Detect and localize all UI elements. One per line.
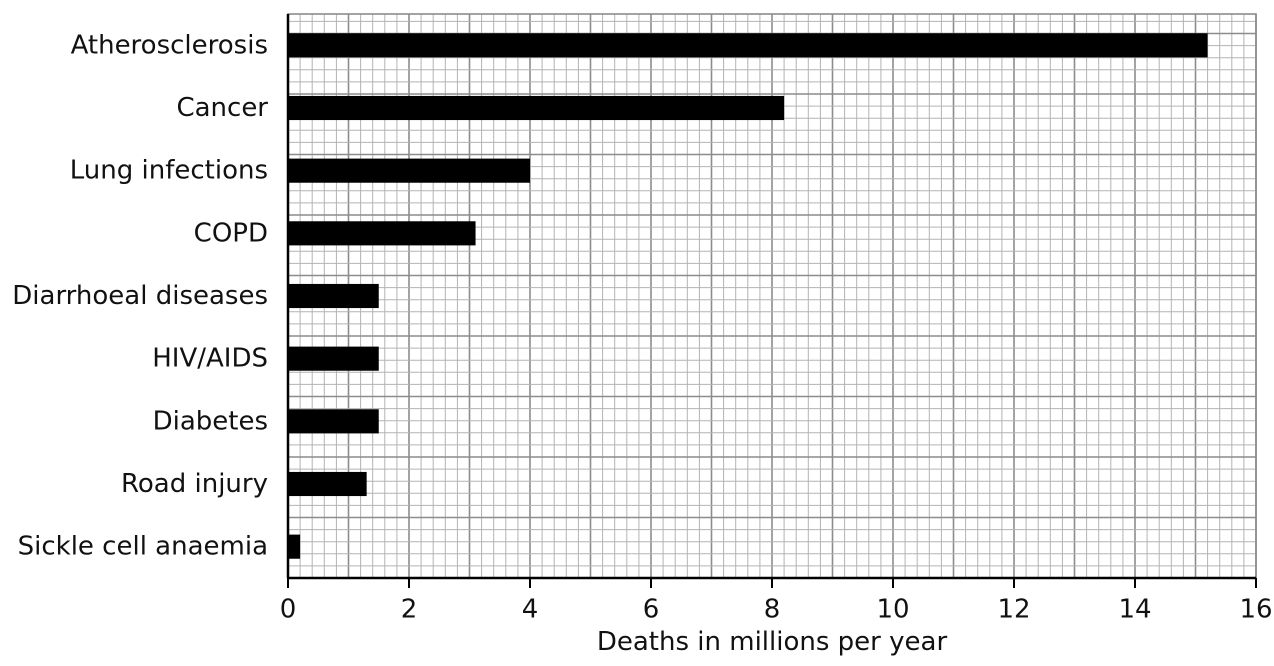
axes — [286, 14, 1257, 588]
category-label: COPD — [194, 218, 268, 248]
category-label: Diabetes — [153, 406, 268, 436]
bar-diarrhoeal-diseases — [288, 283, 379, 309]
category-label: HIV/AIDS — [152, 344, 268, 374]
bar-lung-infections — [288, 158, 530, 183]
x-tick-label: 12 — [997, 595, 1030, 625]
bar-diabetes — [288, 409, 379, 434]
bars — [288, 33, 1208, 559]
x-tick-label: 4 — [522, 595, 539, 625]
bar-hiv-aids — [288, 346, 379, 371]
x-tick-label: 10 — [876, 595, 909, 625]
x-tick-label: 2 — [401, 595, 418, 625]
x-tick-label: 8 — [764, 595, 781, 625]
x-axis-title: Deaths in millions per year — [597, 627, 948, 657]
category-label: Cancer — [176, 93, 268, 123]
category-labels: Atherosclerosis Cancer Lung infections COPD… — [12, 30, 268, 561]
bar-road-injury — [288, 471, 367, 497]
bar-sickle-cell-anaemia — [288, 534, 301, 559]
category-label: Diarrhoeal diseases — [12, 281, 268, 311]
category-label: Road injury — [121, 469, 268, 499]
category-label: Sickle cell anaemia — [18, 532, 268, 562]
category-label: Atherosclerosis — [71, 30, 268, 60]
x-tick-label: 16 — [1239, 595, 1272, 625]
tick-labels: 0 2 4 6 8 10 12 14 16 — [280, 595, 1273, 625]
x-tick-label: 0 — [280, 595, 297, 625]
x-tick-label: 14 — [1118, 595, 1151, 625]
bar-copd — [288, 221, 476, 246]
bar-cancer — [288, 95, 785, 121]
bar-atherosclerosis — [288, 33, 1208, 58]
category-label: Lung infections — [70, 156, 268, 186]
x-tick-label: 6 — [643, 595, 660, 625]
